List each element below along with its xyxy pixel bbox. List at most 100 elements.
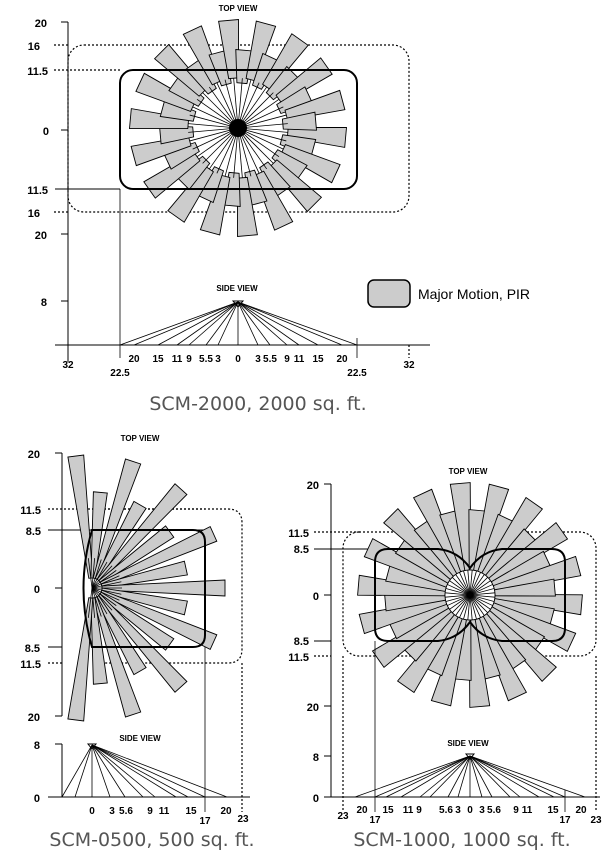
side-ray xyxy=(457,755,471,798)
beam xyxy=(94,500,147,581)
side-ray xyxy=(119,301,239,346)
side-ray xyxy=(469,574,485,596)
x-tick-label: 11 xyxy=(172,354,183,365)
side-ray xyxy=(469,594,477,620)
side-ray xyxy=(459,594,471,618)
side-view-label: SIDE VIEW xyxy=(447,739,489,748)
side-ray xyxy=(237,301,259,346)
side-ray xyxy=(449,594,471,610)
beam xyxy=(92,596,142,718)
beam-pattern xyxy=(357,482,583,708)
y-tick-label: 11.5 xyxy=(20,505,41,517)
beam xyxy=(254,170,294,231)
side-ray xyxy=(91,587,122,595)
panel-scm-0500: TOP VIEW 20 11.5 8.5 0 8.5 11.5 20 SIDE … xyxy=(20,434,254,851)
side-ray xyxy=(91,559,102,589)
side-ray xyxy=(419,755,471,798)
side-ray xyxy=(469,588,495,596)
panel-scm-2000: TOP VIEW 20 16 11.5 0 11.5 16 20 Major M… xyxy=(27,4,530,415)
beam xyxy=(280,144,341,184)
side-ray xyxy=(455,594,471,616)
side-ray xyxy=(469,755,586,798)
x-tick-label: 11 xyxy=(294,354,305,365)
legend: Major Motion, PIR xyxy=(367,279,530,308)
beam xyxy=(96,593,188,693)
beam xyxy=(101,579,226,597)
side-ray xyxy=(91,561,108,589)
side-ray xyxy=(91,587,96,618)
side-ray xyxy=(459,572,471,596)
side-ray xyxy=(87,558,93,589)
side-ray xyxy=(237,301,271,346)
beam-pattern xyxy=(129,19,347,237)
beam xyxy=(130,135,192,167)
side-ray xyxy=(91,744,144,798)
y-tick-label: 8 xyxy=(34,740,40,752)
x-tick-label: 11 xyxy=(159,806,170,817)
beam xyxy=(286,126,347,148)
side-ray xyxy=(176,301,239,346)
y-tick-label: 8.5 xyxy=(294,636,309,648)
side-ray xyxy=(61,744,93,798)
side-ray xyxy=(91,744,228,798)
x-tick-label: 15 xyxy=(152,354,164,365)
y-tick-label: 11.5 xyxy=(20,659,41,671)
x-tick-label: 15 xyxy=(185,806,197,817)
beam xyxy=(167,165,214,223)
beam xyxy=(135,72,196,112)
side-ray xyxy=(469,594,485,616)
beam-pattern xyxy=(67,454,226,722)
y-tick-label: 8 xyxy=(41,297,47,309)
x-tick-label: 9 xyxy=(186,354,192,365)
side-ray xyxy=(447,584,471,596)
x-tick-label: 9 xyxy=(513,805,519,816)
beam xyxy=(284,89,346,121)
side-ray xyxy=(469,755,511,798)
y-tick-label: 0 xyxy=(313,591,319,603)
side-ray xyxy=(91,587,108,615)
side-ray xyxy=(469,570,477,596)
side-ray xyxy=(237,301,358,346)
side-ray xyxy=(445,594,471,598)
x-tick-label: 23 xyxy=(237,814,249,825)
top-view-label: TOP VIEW xyxy=(121,434,160,443)
beam xyxy=(92,458,142,580)
side-rays xyxy=(119,301,358,346)
side-ray xyxy=(91,744,206,798)
side-ray xyxy=(91,587,113,611)
beam xyxy=(143,152,201,199)
side-ray xyxy=(429,755,471,798)
side-ray xyxy=(469,580,491,596)
side-ray xyxy=(469,572,481,596)
x-tick-label: 17 xyxy=(369,815,381,826)
x-tick-label: 5.5 xyxy=(263,354,277,365)
side-ray xyxy=(188,301,239,346)
x-tick-label: 5.6 xyxy=(439,805,453,816)
side-ray xyxy=(91,744,156,798)
side-ray xyxy=(469,755,521,798)
side-ray xyxy=(91,565,113,589)
y-tick-label: 20 xyxy=(28,449,40,461)
beam xyxy=(98,591,175,651)
y-tick-label: 11.5 xyxy=(288,652,309,664)
beam xyxy=(281,111,317,131)
side-ray xyxy=(205,301,239,346)
major-motion-zone xyxy=(119,69,358,190)
side-ray xyxy=(91,744,189,798)
side-ray xyxy=(400,755,471,798)
side-rays xyxy=(354,755,586,798)
x-tick-label: 20 xyxy=(220,806,232,817)
beam xyxy=(99,525,218,587)
x-tick-label: 11 xyxy=(403,805,414,816)
side-ray xyxy=(87,587,93,618)
beam xyxy=(100,587,188,616)
beam xyxy=(67,597,94,722)
side-ray xyxy=(469,577,488,596)
y-tick-label: 0 xyxy=(313,793,319,805)
side-view-label: SIDE VIEW xyxy=(119,734,161,743)
side-ray xyxy=(467,594,471,620)
x-tick-label: 20 xyxy=(128,354,140,365)
y-tick-label: 8 xyxy=(313,752,319,764)
